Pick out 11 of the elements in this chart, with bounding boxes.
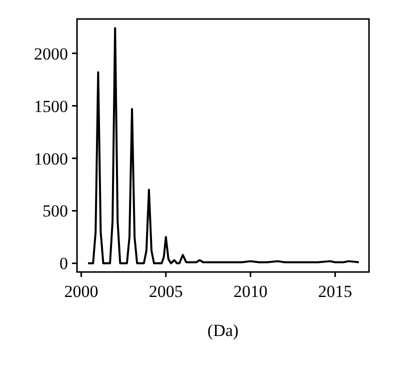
x-tick-label: 2005 <box>148 282 183 301</box>
x-tick-label: 2015 <box>318 282 352 301</box>
y-tick-label: 2000 <box>34 44 68 64</box>
line-series <box>87 27 360 264</box>
y-tick-label: 500 <box>42 202 68 221</box>
x-tick-label: 2000 <box>64 282 98 301</box>
x-axis-title: (Da) <box>207 321 239 340</box>
y-tick-label: 1000 <box>34 149 68 168</box>
x-tick-label: 2010 <box>234 282 268 301</box>
y-tick-label: 1500 <box>34 96 68 116</box>
y-tick-label: 0 <box>60 254 68 274</box>
